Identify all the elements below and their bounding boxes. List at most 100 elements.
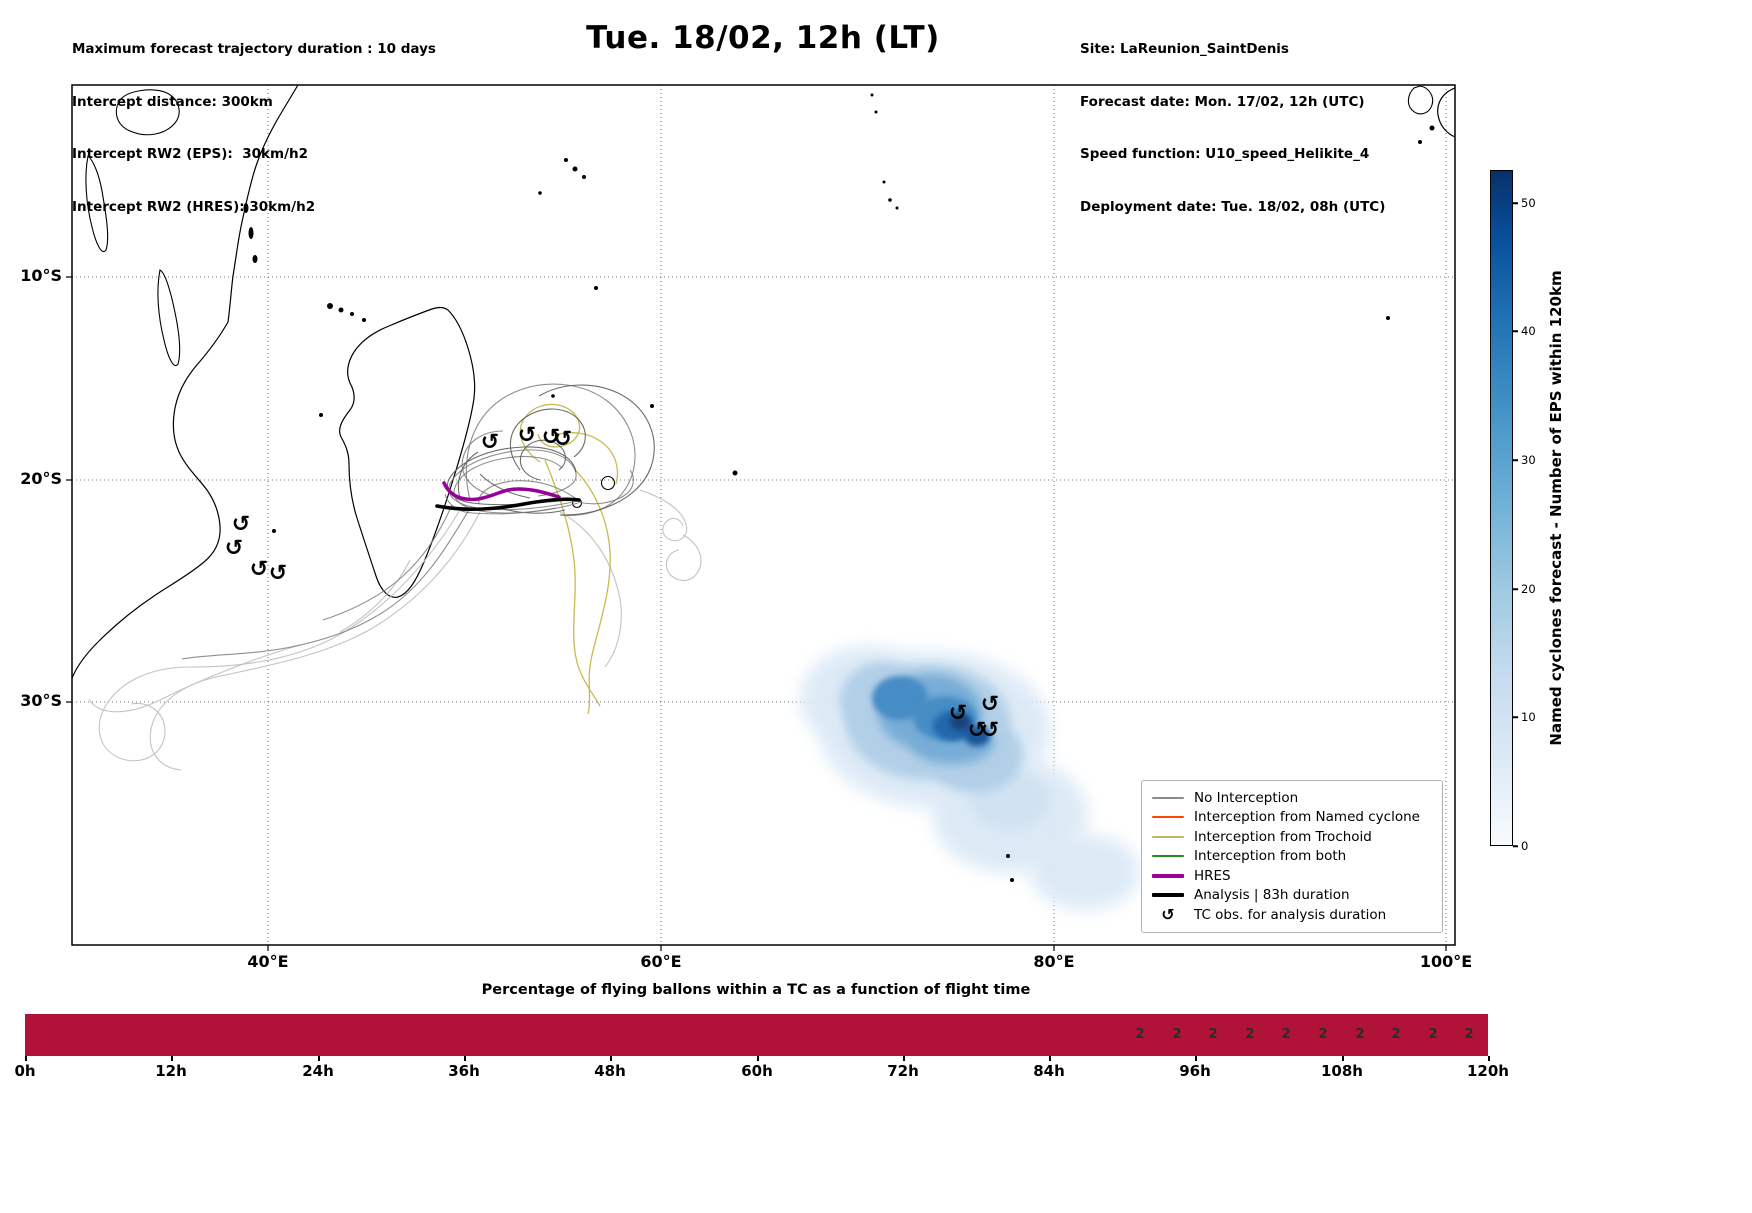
colorbar-tick-mark [1513, 459, 1518, 461]
info-line: Site: LaReunion_SaintDenis [1080, 41, 1289, 57]
info-line: Intercept distance: 300km [72, 93, 273, 110]
time-tick-label: 60h [741, 1062, 773, 1080]
trajectories-faint [88, 489, 702, 771]
lon-tick-label: 40°E [247, 952, 289, 971]
colorbar-tick-mark [1513, 202, 1518, 204]
strip-value-label: 2 [1355, 1027, 1365, 1042]
strip-value-label: 2 [1428, 1027, 1438, 1042]
legend-label: Interception from Named cyclone [1194, 809, 1420, 826]
time-tick-label: 36h [448, 1062, 480, 1080]
lat-tick-label: 20°S [20, 469, 62, 488]
bottom-chart-title: Percentage of flying ballons within a TC… [481, 982, 1031, 998]
time-tick-label: 48h [594, 1062, 626, 1080]
axis-tick-mark [1049, 1056, 1051, 1061]
axis-tick-mark [171, 1056, 173, 1061]
tc-obs-marker: ↺ [981, 692, 999, 717]
strip-value-label: 2 [1135, 1027, 1145, 1042]
legend-line-swatch [1152, 816, 1184, 819]
info-line: Maximum forecast trajectory duration : 1… [72, 41, 436, 57]
legend-line-swatch [1152, 796, 1184, 799]
colorbar-tick-label: 40 [1521, 324, 1536, 338]
legend-line-swatch [1152, 855, 1184, 858]
axis-tick-mark [1342, 1056, 1344, 1061]
forecast-settings-block: Maximum forecast trajectory duration : 1… [72, 6, 436, 251]
tc-obs-marker: ↺ [232, 512, 250, 537]
time-tick-label: 72h [887, 1062, 919, 1080]
analysis-track [435, 497, 581, 512]
time-tick-label: 84h [1033, 1062, 1065, 1080]
legend-item: Analysis | 83h duration [1152, 886, 1432, 906]
legend-label: Analysis | 83h duration [1194, 887, 1350, 904]
coastlines [72, 85, 1455, 882]
figure-title: Tue. 18/02, 12h (LT) [586, 20, 940, 56]
axis-tick-mark [25, 1056, 27, 1061]
legend-item: Interception from Named cyclone [1152, 808, 1432, 828]
tc-obs-marker: ↺ [542, 425, 560, 450]
colorbar-tick-mark [1513, 845, 1518, 847]
legend-label: TC obs. for analysis duration [1194, 906, 1387, 923]
axis-tick-mark [757, 1056, 759, 1061]
tc-obs-marker: ↺ [269, 561, 287, 586]
colorbar-tick-mark [1513, 588, 1518, 590]
time-tick-label: 108h [1321, 1062, 1363, 1080]
legend-label: No Interception [1194, 789, 1299, 806]
tc-obs-marker: ↺ [949, 701, 967, 726]
time-tick-label: 120h [1467, 1062, 1509, 1080]
tc-obs-marker: ↺ [250, 557, 268, 582]
trajectories-trochoid [519, 403, 619, 715]
legend-item: No Interception [1152, 788, 1432, 808]
lon-tick-label: 60°E [640, 952, 682, 971]
axis-tick-mark [318, 1056, 320, 1061]
axis-tick-mark [1488, 1056, 1490, 1061]
legend-item: Interception from Trochoid [1152, 827, 1432, 847]
legend-label: HRES [1194, 867, 1231, 884]
colorbar-tick-mark [1513, 330, 1518, 332]
info-line: Deployment date: Tue. 18/02, 08h (UTC) [1080, 198, 1386, 215]
map-frame [71, 84, 1456, 946]
legend-line-swatch [1152, 835, 1184, 838]
lon-tick-label: 80°E [1033, 952, 1075, 971]
legend-item: HRES [1152, 866, 1432, 886]
strip-value-label: 2 [1245, 1027, 1255, 1042]
legend-line-swatch [1152, 873, 1184, 878]
time-tick-label: 24h [302, 1062, 334, 1080]
tc-obs-marker: ↺ [481, 430, 499, 455]
axis-tick-mark [903, 1056, 905, 1061]
info-line: Forecast date: Mon. 17/02, 12h (UTC) [1080, 93, 1365, 110]
tc-obs-markers: ↺ ↺ ↺ ↺ ↺ ↺ ↺ ↺ ↺ ↺ ↺ ↺ [225, 423, 999, 743]
strip-value-label: 2 [1464, 1027, 1474, 1042]
tc-obs-marker: ↺ [518, 423, 536, 448]
lat-tick-label: 30°S [20, 691, 62, 710]
strip-value-label: 2 [1391, 1027, 1401, 1042]
map-tick-marks [66, 276, 1447, 951]
colorbar [1490, 170, 1513, 846]
colorbar-axis-label: Named cyclones forecast - Number of EPS … [1547, 270, 1565, 746]
axis-tick-mark [610, 1056, 612, 1061]
tc-percentage-strip [25, 1014, 1488, 1056]
strip-value-label: 2 [1281, 1027, 1291, 1042]
legend-label: Interception from Trochoid [1194, 828, 1372, 845]
info-line: Intercept RW2 (EPS): 30km/h2 [72, 146, 308, 162]
named-cyclone-density-plume [800, 646, 1140, 910]
legend-item: ↺ TC obs. for analysis duration [1152, 905, 1432, 925]
trajectories-ensemble [181, 383, 655, 660]
tc-obs-marker: ↺ [968, 718, 986, 743]
lon-tick-label: 100°E [1419, 952, 1473, 971]
colorbar-tick-label: 0 [1521, 839, 1529, 853]
tc-obs-marker: ↺ [225, 536, 243, 561]
colorbar-tick-mark [1513, 716, 1518, 718]
axis-tick-mark [1195, 1056, 1197, 1061]
colorbar-tick-label: 50 [1521, 196, 1536, 210]
legend-label: Interception from both [1194, 848, 1347, 865]
colorbar-tick-label: 30 [1521, 453, 1536, 467]
map-legend: No Interception Interception from Named … [1141, 780, 1443, 933]
legend-line-swatch [1152, 893, 1184, 898]
strip-value-label: 2 [1172, 1027, 1182, 1042]
axis-tick-mark [464, 1056, 466, 1061]
info-line: Speed function: U10_speed_Helikite_4 [1080, 146, 1370, 162]
time-tick-label: 96h [1179, 1062, 1211, 1080]
hres-track [442, 481, 561, 502]
tc-obs-legend-icon: ↺ [1161, 904, 1175, 924]
time-tick-label: 0h [14, 1062, 36, 1080]
